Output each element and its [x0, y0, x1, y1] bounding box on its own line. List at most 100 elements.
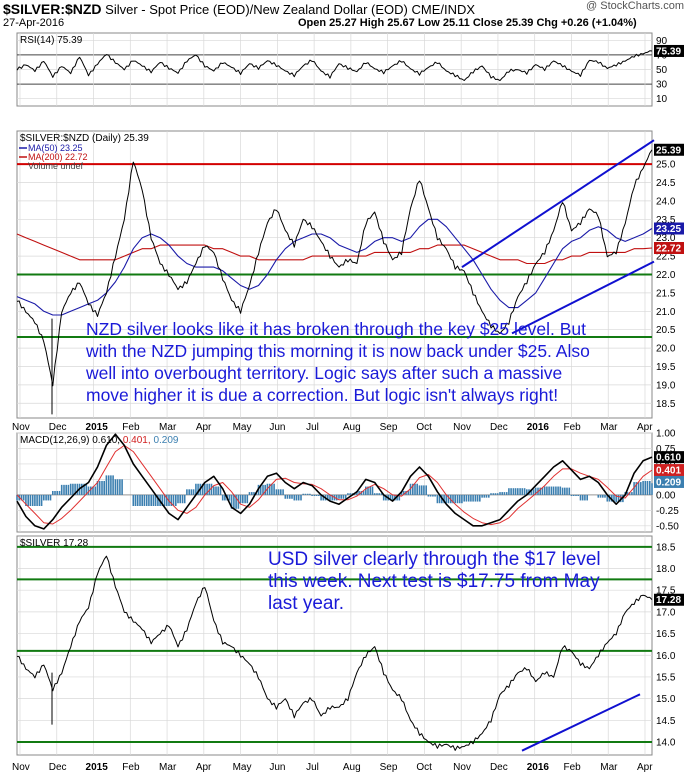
nzd-tick-label: 24.5 [656, 178, 676, 189]
nzd-annotation-line: NZD silver looks like it has broken thro… [86, 319, 586, 339]
macd-legend-part: 0.209 [153, 435, 178, 446]
nzd-x-tick-label: Aug [343, 422, 361, 433]
nzd-x-tick-label: May [233, 422, 252, 433]
nzd-tick-label: 21.0 [656, 307, 676, 318]
usd-silver-panel [16, 535, 653, 756]
nzd-tick-label: 19.5 [656, 362, 676, 373]
usd-tick-label: 18.0 [656, 564, 676, 575]
nzd-tick-label: 23.5 [656, 215, 676, 226]
nzd-annotation-line: move higher it is due a correction. But … [86, 385, 558, 405]
usd-x-tick-label: Aug [343, 762, 361, 773]
nzd-tick-label: 19.0 [656, 380, 676, 391]
nzd-x-tick-label: Feb [563, 422, 581, 433]
nzd-channel-lower [511, 260, 655, 335]
nzd-legend: $SILVER:$NZD (Daily) 25.39 [20, 133, 149, 144]
nzd-tick-label: 21.5 [656, 288, 676, 299]
nzd-tick-label: 25.0 [656, 160, 676, 171]
macd-signal-value-tag: 0.401 [656, 466, 681, 477]
nzd-tick-label: 22.5 [656, 252, 676, 263]
macd-legend-part: 0.610, [92, 435, 123, 446]
usd-value-tag: 17.28 [656, 595, 681, 606]
exchange: CME/INDX [411, 2, 476, 17]
usd-x-tick-label: May [233, 762, 252, 773]
nzd-ma50-legend: MA(50) 23.25 [28, 143, 83, 153]
rsi-tick-label: 10 [656, 94, 668, 105]
rsi-tick-label: 50 [656, 65, 668, 76]
nzd-volume-legend: Volume undef [28, 161, 84, 171]
chart-header: $SILVER:$NZD Silver - Spot Price (EOD)/N… [0, 0, 700, 32]
usd-tick-label: 14.5 [656, 716, 676, 727]
macd-panel [16, 432, 653, 533]
nzd-annotation-line: with the NZD jumping this morning it is … [85, 341, 590, 361]
usd-x-tick-label: Apr [637, 762, 653, 773]
nzd-tick-label: 18.5 [656, 399, 676, 410]
nzd-x-tick-label: Feb [122, 422, 140, 433]
macd-tick-label: 0.75 [656, 444, 676, 455]
macd-tick-label: 1.00 [656, 429, 676, 440]
nzd-ma200-value-tag-box [654, 242, 684, 255]
usd-tick-label: 18.5 [656, 542, 676, 553]
usd-x-tick-label: Feb [122, 762, 140, 773]
rsi-legend: RSI(14) 75.39 [20, 35, 83, 46]
usd-x-tick-label: Mar [159, 762, 177, 773]
usd-uptrend-line [521, 693, 641, 752]
usd-x-tick-label: Dec [490, 762, 508, 773]
symbol: $SILVER:$NZD [3, 1, 102, 17]
macd-hist-value-tag-box [654, 475, 684, 488]
nzd-ma50-value-tag-box [654, 222, 684, 235]
usd-value-tag-box [654, 593, 684, 606]
nzd-x-tick-label: Dec [49, 422, 67, 433]
rsi-value-tag: 75.39 [656, 46, 681, 57]
usd-tick-label: 17.0 [656, 607, 676, 618]
chart-title: $SILVER:$NZD Silver - Spot Price (EOD)/N… [3, 1, 475, 17]
macd-tick-label: -0.50 [656, 521, 679, 532]
nzd-x-tick-label: Sep [380, 422, 398, 433]
nzd-x-tick-label: Mar [600, 422, 618, 433]
usd-x-tick-label: Sep [380, 762, 398, 773]
nzd-ma50-value-tag: 23.25 [656, 224, 681, 235]
description: Silver - Spot Price (EOD)/New Zealand Do… [105, 2, 408, 17]
nzd-x-tick-label: Apr [637, 422, 653, 433]
usd-x-tick-label: Feb [563, 762, 581, 773]
macd-line [16, 433, 653, 530]
macd-value-tag: 0.610 [656, 453, 681, 464]
nzd-tick-label: 22.0 [656, 270, 676, 281]
usd-x-tick-label: 2016 [527, 762, 550, 773]
nzd-ma200-line [16, 233, 653, 265]
macd-tick-label: -0.25 [656, 506, 679, 517]
rsi-tick-label: 30 [656, 80, 668, 91]
rsi-series-line [16, 50, 653, 82]
usd-x-tick-label: Mar [600, 762, 618, 773]
nzd-channel-upper [461, 139, 655, 268]
usd-x-tick-label: Apr [196, 762, 212, 773]
nzd-tick-label: 20.0 [656, 344, 676, 355]
macd-legend: MACD(12,26,9) 0.610, 0.401, 0.209 [20, 435, 179, 446]
usd-price-line [16, 555, 653, 751]
stockcharts-credit: @ StockCharts.com [586, 0, 684, 12]
nzd-x-tick-label: 2016 [527, 422, 550, 433]
usd-annotation-line: last year. [268, 593, 344, 614]
nzd-ma200-legend: MA(200) 22.72 [28, 152, 88, 162]
usd-legend: $SILVER 17.28 [20, 538, 89, 549]
macd-value-tag-box [654, 451, 684, 464]
usd-annotation-line: this week. Next test is $17.75 from May [268, 571, 600, 592]
nzd-x-tick-label: Mar [159, 422, 177, 433]
nzd-tick-label: 24.0 [656, 196, 676, 207]
nzd-x-tick-label: 2015 [86, 422, 109, 433]
usd-tick-label: 14.0 [656, 737, 676, 748]
rsi-tick-label: 90 [656, 36, 668, 47]
ohlc-readout: Open 25.27 High 25.67 Low 25.11 Close 25… [298, 17, 637, 29]
usd-x-tick-label: 2015 [86, 762, 109, 773]
nzd-x-tick-label: Dec [490, 422, 508, 433]
nzd-annotation: NZD silver looks like it has broken thro… [85, 319, 590, 405]
nzd-tick-label: 20.5 [656, 325, 676, 336]
chart-date: 27-Apr-2016 [3, 17, 65, 29]
nzd-x-tick-label: Jul [306, 422, 319, 433]
usd-x-tick-label: Nov [453, 762, 471, 773]
usd-x-tick-label: Jul [306, 762, 319, 773]
usd-annotation-line: USD silver clearly through the $17 level [268, 549, 601, 570]
nzd-ma200-value-tag: 22.72 [656, 244, 681, 255]
macd-hist-value-tag: 0.209 [656, 477, 681, 488]
nzd-price-line [16, 149, 653, 387]
